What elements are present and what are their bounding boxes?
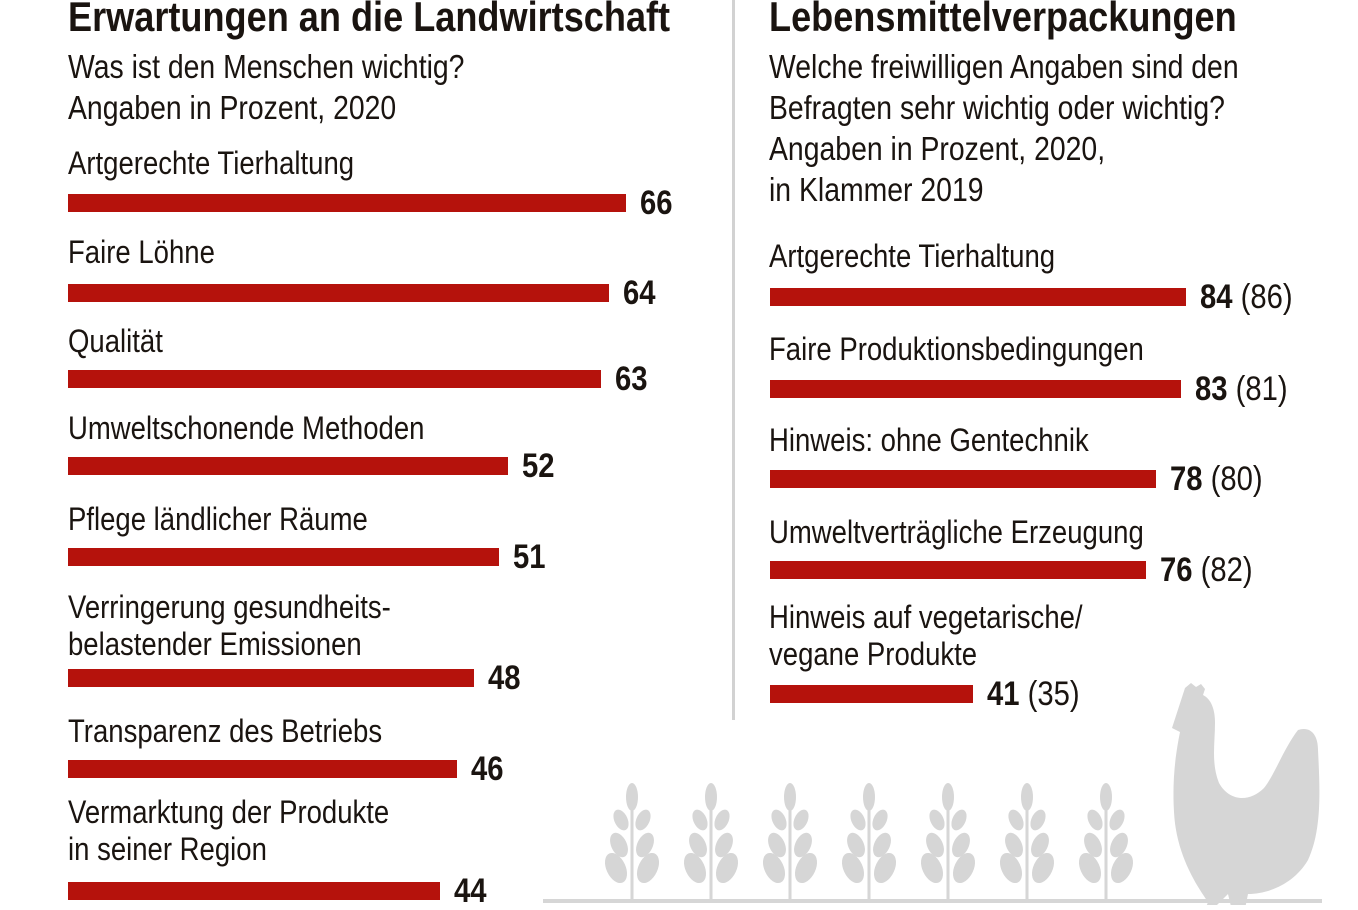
bar <box>68 457 508 475</box>
bar-label: Hinweis: ohne Gentechnik <box>769 422 1089 458</box>
chicken-icon <box>1172 683 1320 905</box>
bar <box>770 288 1186 306</box>
value-label: 64 <box>623 274 656 312</box>
chart-title-right: Lebensmittelverpackungen <box>769 0 1237 40</box>
wheat-icon <box>841 783 897 900</box>
wheat-icon <box>683 783 739 900</box>
bar <box>770 561 1147 579</box>
value-label: 66 <box>640 184 673 222</box>
bar-label: Faire Produktionsbedingungen <box>769 331 1144 367</box>
bar-label: Umweltverträgliche Erzeugung <box>769 514 1144 550</box>
value-label: 84 (86) <box>1200 278 1293 316</box>
bar-label: vegane Produkte <box>769 636 978 672</box>
bar-label: Umweltschonende Methoden <box>68 410 425 446</box>
bar <box>770 470 1157 488</box>
value-label: 83 (81) <box>1195 370 1288 408</box>
bar <box>68 194 626 212</box>
wheat-icon <box>920 783 976 900</box>
bar-label: in seiner Region <box>68 831 267 867</box>
bar-label: Verringerung gesundheits- <box>68 589 391 625</box>
panel-divider <box>732 0 735 720</box>
chart-subtitle-left: Was ist den Menschen wichtig? <box>68 48 465 85</box>
bar <box>68 284 610 302</box>
chart-subtitle-right: Befragten sehr wichtig oder wichtig? <box>769 89 1225 126</box>
chart-subtitle-left: Angaben in Prozent, 2020 <box>68 89 397 126</box>
bar-label: Transparenz des Betriebs <box>68 713 383 749</box>
wheat-icon <box>762 783 818 900</box>
bar-label: Hinweis auf vegetarische/ <box>769 599 1083 635</box>
value-label: 46 <box>470 750 504 788</box>
chart-subtitle-right: Angaben in Prozent, 2020, <box>769 130 1106 167</box>
wheat-icon <box>604 783 660 900</box>
bar <box>68 882 440 900</box>
bar-label: belastender Emissionen <box>68 626 362 662</box>
wheat-icon <box>999 783 1055 900</box>
value-label: 63 <box>614 360 648 398</box>
bar-label: Artgerechte Tierhaltung <box>769 238 1056 274</box>
value-label: 51 <box>513 538 546 576</box>
wheat-icon <box>1078 783 1134 900</box>
chart-title-left: Erwartungen an die Landwirtschaft <box>68 0 671 40</box>
value-label: 44 <box>454 872 487 910</box>
value-label: 76 (82) <box>1160 551 1254 589</box>
bar-label: Artgerechte Tierhaltung <box>68 145 355 181</box>
value-label: 52 <box>521 447 555 485</box>
value-label: 41 (35) <box>987 675 1080 713</box>
bar <box>68 370 601 388</box>
value-label: 48 <box>487 659 521 697</box>
chart-subtitle-right: Welche freiwilligen Angaben sind den <box>769 48 1239 85</box>
value-label: 78 (80) <box>1170 460 1263 498</box>
bar-label: Faire Löhne <box>68 234 215 270</box>
bar-label: Qualität <box>68 323 163 359</box>
bar <box>68 760 457 778</box>
bar <box>770 685 974 703</box>
bar-label: Pflege ländlicher Räume <box>68 501 368 537</box>
bar <box>68 669 474 687</box>
bar <box>770 380 1182 398</box>
chart-subtitle-right: in Klammer 2019 <box>769 171 984 208</box>
bar-label: Vermarktung der Produkte <box>68 794 390 830</box>
bar <box>68 548 500 566</box>
